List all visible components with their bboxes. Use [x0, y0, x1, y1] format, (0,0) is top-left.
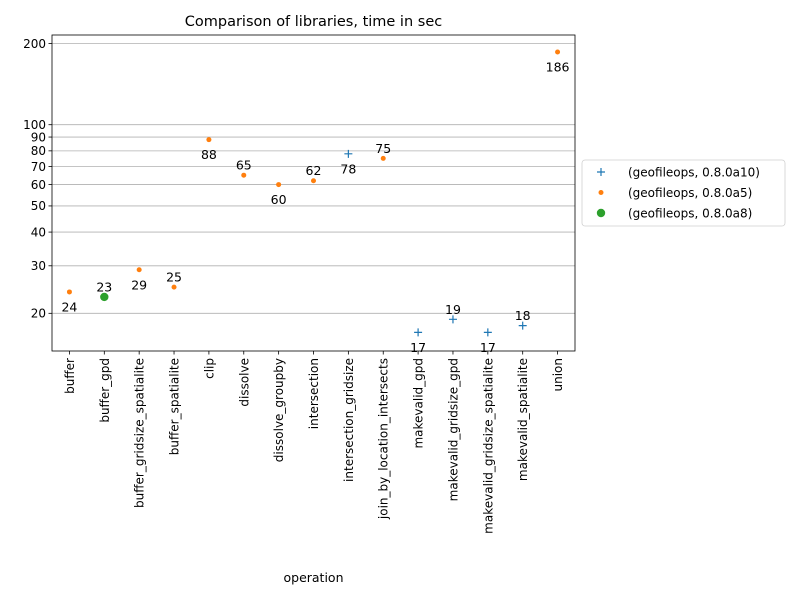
- data-label: 17: [410, 340, 426, 355]
- y-tick-label: 200: [23, 37, 46, 51]
- plus-marker: [414, 328, 423, 337]
- data-label: 29: [131, 277, 147, 292]
- data-label: 17: [480, 340, 496, 355]
- y-tick-label: 80: [31, 144, 46, 158]
- x-tick-label: clip: [202, 358, 216, 379]
- circle-marker: [100, 292, 109, 302]
- point-marker: [171, 284, 177, 290]
- data-label: 186: [546, 59, 570, 74]
- x-tick-label: intersection: [307, 358, 321, 429]
- point-marker: [206, 137, 212, 143]
- point-marker: [311, 178, 316, 184]
- plus-marker: [344, 149, 353, 158]
- data-label: 18: [515, 308, 531, 323]
- plus-marker: [448, 315, 457, 324]
- point-marker: [598, 190, 604, 195]
- x-tick-label: buffer_gridsize_spatialite: [133, 358, 147, 508]
- data-label: 23: [96, 279, 112, 294]
- y-tick-label: 40: [31, 225, 46, 239]
- y-gridlines: [52, 43, 575, 314]
- y-tick-label: 30: [31, 259, 46, 273]
- x-tick-label: buffer_spatialite: [168, 358, 182, 455]
- x-tick-label: join_by_location_intersects: [377, 358, 391, 520]
- point-marker: [241, 172, 247, 178]
- data-points: [66, 49, 561, 337]
- legend: (geofileops, 0.8.0a10) (geofileops, 0.8.0…: [581, 159, 786, 227]
- point-marker: [380, 155, 386, 161]
- x-axis-label: operation: [283, 570, 343, 585]
- x-tick-label: intersection_gridsize: [342, 358, 356, 482]
- plus-marker: [483, 328, 492, 337]
- x-tick-label: buffer_gpd: [98, 358, 112, 423]
- data-label: 88: [201, 147, 217, 162]
- point-marker: [136, 267, 142, 273]
- data-label: 24: [61, 299, 77, 314]
- y-tick-label: 60: [31, 178, 46, 192]
- y-tick-label: 20: [31, 307, 46, 321]
- data-label: 75: [375, 141, 391, 156]
- legend-frame: [581, 159, 786, 227]
- data-label: 19: [445, 302, 461, 317]
- legend-label: (geofileops, 0.8.0a10): [628, 165, 760, 179]
- y-tick-label: 70: [31, 160, 46, 174]
- x-tick-label: dissolve: [237, 358, 251, 407]
- point-marker: [276, 182, 282, 188]
- point-marker: [555, 49, 561, 55]
- circle-marker: [596, 208, 606, 218]
- point-marker: [66, 289, 72, 295]
- plot-area-frame: [51, 34, 576, 352]
- x-axis: buffer buffer_gpd buffer_gridsize_spatiali…: [63, 351, 565, 534]
- chart-title: Comparison of libraries, time in sec: [185, 14, 442, 30]
- data-label: 78: [340, 161, 356, 176]
- legend-label: (geofileops, 0.8.0a8): [628, 206, 752, 220]
- y-tick-label: 100: [23, 118, 46, 132]
- y-tick-label: 90: [31, 130, 46, 144]
- plus-marker: [597, 168, 605, 176]
- data-label: 62: [306, 163, 322, 178]
- x-tick-label: dissolve_groupby: [272, 358, 286, 462]
- y-tick-label: 50: [31, 199, 46, 213]
- x-tick-label: makevalid_spatialite: [516, 358, 530, 481]
- x-tick-label: makevalid_gpd: [412, 358, 426, 449]
- data-label: 65: [236, 158, 252, 173]
- data-label: 60: [271, 192, 287, 207]
- x-tick-label: makevalid_gridsize_spatialite: [481, 358, 495, 534]
- legend-label: (geofileops, 0.8.0a5): [628, 186, 752, 200]
- plus-marker: [518, 321, 527, 330]
- x-tick-label: buffer: [63, 358, 77, 394]
- x-tick-label: makevalid_gridsize_gpd: [446, 358, 460, 501]
- data-label: 25: [166, 270, 182, 285]
- data-labels: 24 23 29 25 88 65 60 62 78 75 17 19 17 18 186: [61, 59, 569, 354]
- x-tick-label: union: [551, 358, 565, 392]
